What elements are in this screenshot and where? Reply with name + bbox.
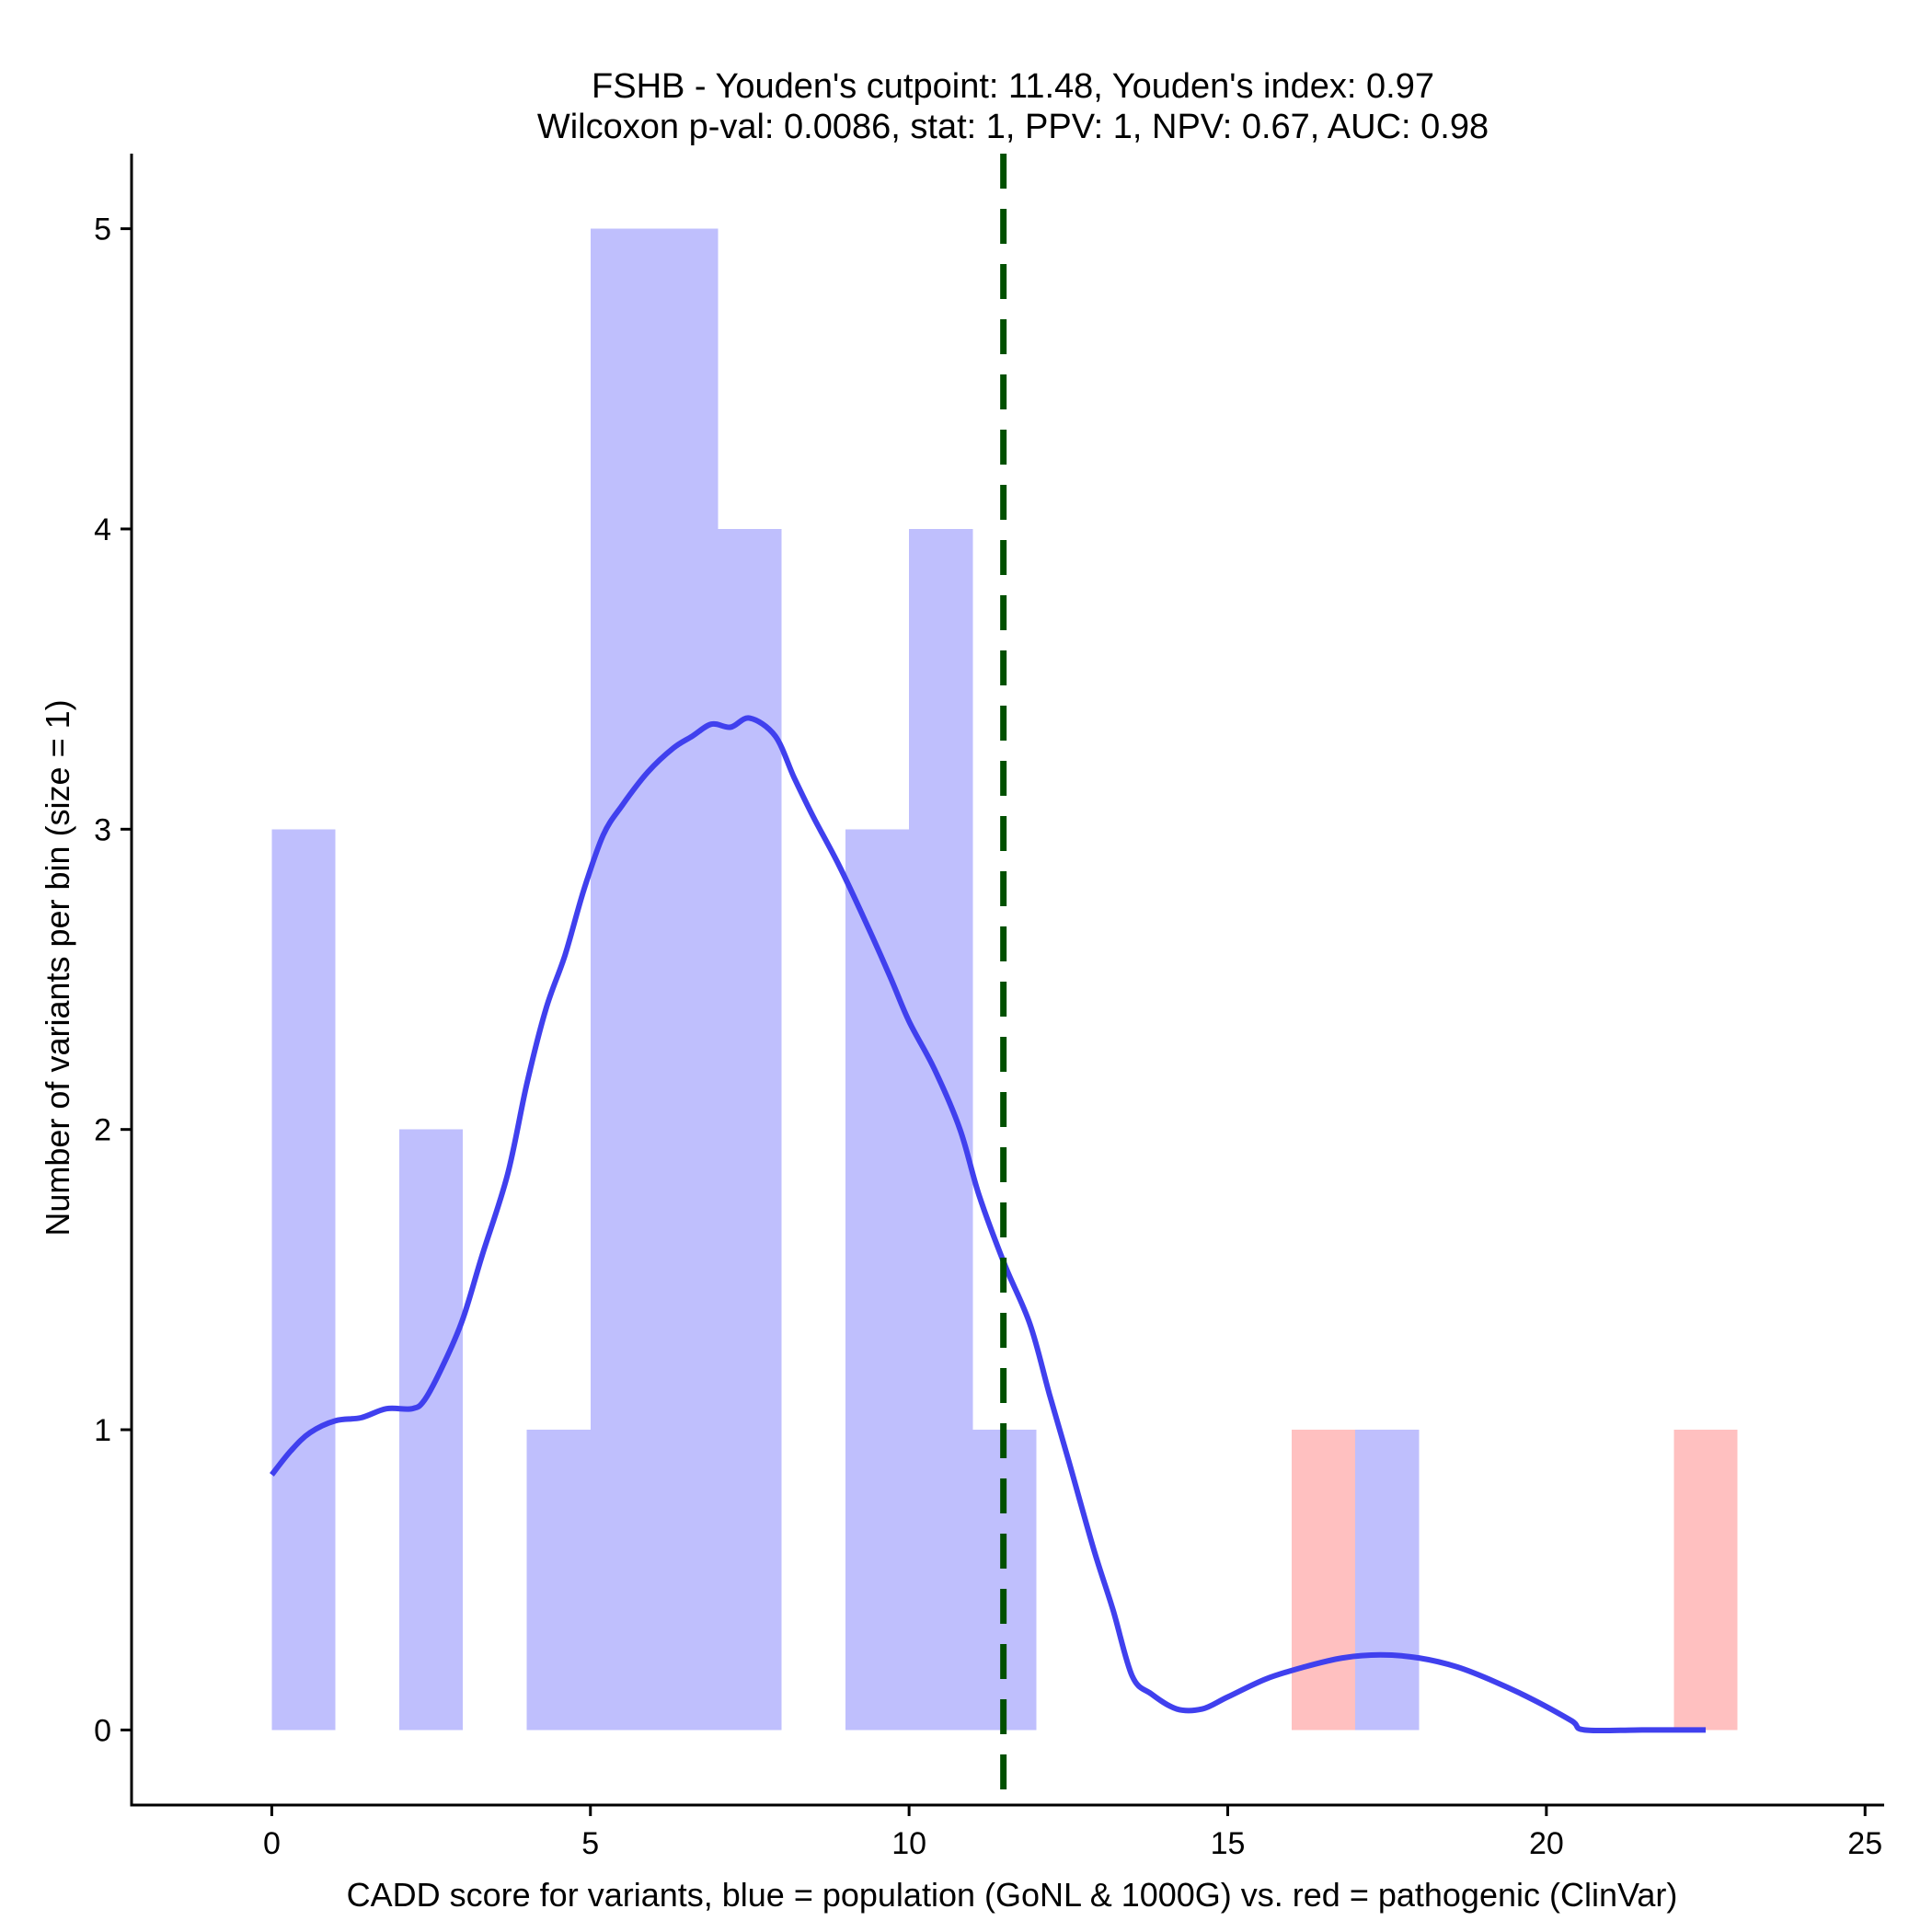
x-tick-label: 25 xyxy=(1847,1826,1882,1861)
x-tick-label: 5 xyxy=(581,1826,599,1861)
histogram-bar xyxy=(1673,1430,1738,1731)
x-tick-label: 15 xyxy=(1211,1826,1246,1861)
y-tick-label: 3 xyxy=(94,812,111,847)
histogram-bar xyxy=(909,528,973,1731)
histogram-bar xyxy=(845,829,910,1731)
histogram-bar xyxy=(526,1430,591,1731)
chart-title-line-1: FSHB - Youden's cutpoint: 11.48, Youden'… xyxy=(592,67,1434,106)
histogram-bar xyxy=(1355,1430,1420,1731)
tick-labels: 0 5 10 15 20 25 0 1 2 3 4 5 xyxy=(94,213,1882,1861)
x-axis-label: CADD score for variants, blue = populati… xyxy=(347,1876,1678,1914)
density-curve xyxy=(270,715,1706,1734)
histogram-bars xyxy=(271,228,1738,1731)
y-tick-label: 4 xyxy=(94,512,111,547)
x-tick-label: 20 xyxy=(1529,1826,1564,1861)
y-tick-label: 1 xyxy=(94,1413,111,1448)
y-tick-label: 0 xyxy=(94,1713,111,1748)
histogram-bar xyxy=(398,1129,464,1731)
x-tick-label: 0 xyxy=(263,1826,281,1861)
histogram-bar xyxy=(1291,1430,1356,1731)
y-axis-label: Number of variants per bin (size = 1) xyxy=(39,699,76,1236)
density-curve-layer xyxy=(270,715,1706,1734)
histogram-bar xyxy=(972,1430,1037,1731)
histogram-bar xyxy=(654,228,719,1731)
histogram-bar xyxy=(718,528,782,1731)
histogram-bar xyxy=(590,228,655,1731)
x-tick-label: 10 xyxy=(891,1826,926,1861)
chart-title-line-2: Wilcoxon p-val: 0.0086, stat: 1, PPV: 1,… xyxy=(537,108,1489,146)
y-tick-label: 5 xyxy=(94,213,111,247)
histogram-bar xyxy=(271,829,336,1731)
y-tick-label: 2 xyxy=(94,1113,111,1148)
axes xyxy=(121,154,1884,1816)
